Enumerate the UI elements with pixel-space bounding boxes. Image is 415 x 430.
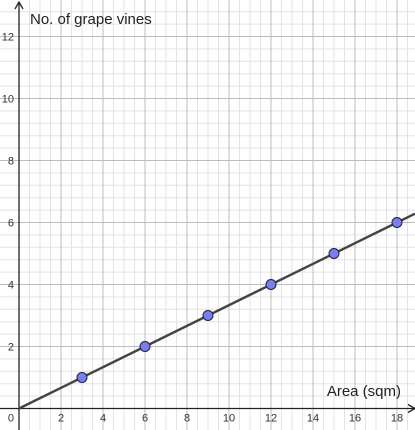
y-tick-label: 2	[8, 342, 14, 354]
x-tick-label: 4	[100, 413, 106, 425]
x-tick-label: 14	[307, 413, 319, 425]
x-tick-label: 2	[58, 413, 64, 425]
data-point	[265, 279, 277, 290]
x-tick-label: 16	[349, 413, 361, 425]
data-point	[76, 372, 88, 383]
x-axis-title: Area (sqm)	[327, 383, 401, 400]
data-points	[76, 217, 403, 383]
x-tick-label: 8	[184, 413, 190, 425]
x-tick-label: 18	[391, 413, 403, 425]
x-tick-label: 12	[265, 413, 277, 425]
y-axis-arrow	[14, 0, 24, 10]
y-tick-label: 10	[2, 94, 14, 106]
data-point	[391, 217, 403, 228]
y-tick-label: 8	[8, 156, 14, 168]
x-tick-label: 6	[142, 413, 148, 425]
data-point	[139, 341, 151, 352]
y-tick-label: 6	[8, 218, 14, 230]
tick-labels: 2 4 6 8 10 12 14 16 18 2 4 6 8 10 12 0	[2, 32, 403, 425]
x-axis-arrow	[407, 403, 415, 414]
y-axis-title: No. of grape vines	[30, 11, 152, 28]
data-point	[202, 310, 214, 321]
y-tick-label: 4	[8, 280, 14, 292]
y-tick-label: 12	[2, 32, 14, 44]
origin-label: 0	[8, 413, 14, 425]
data-point	[328, 248, 340, 259]
x-tick-label: 10	[223, 413, 235, 425]
